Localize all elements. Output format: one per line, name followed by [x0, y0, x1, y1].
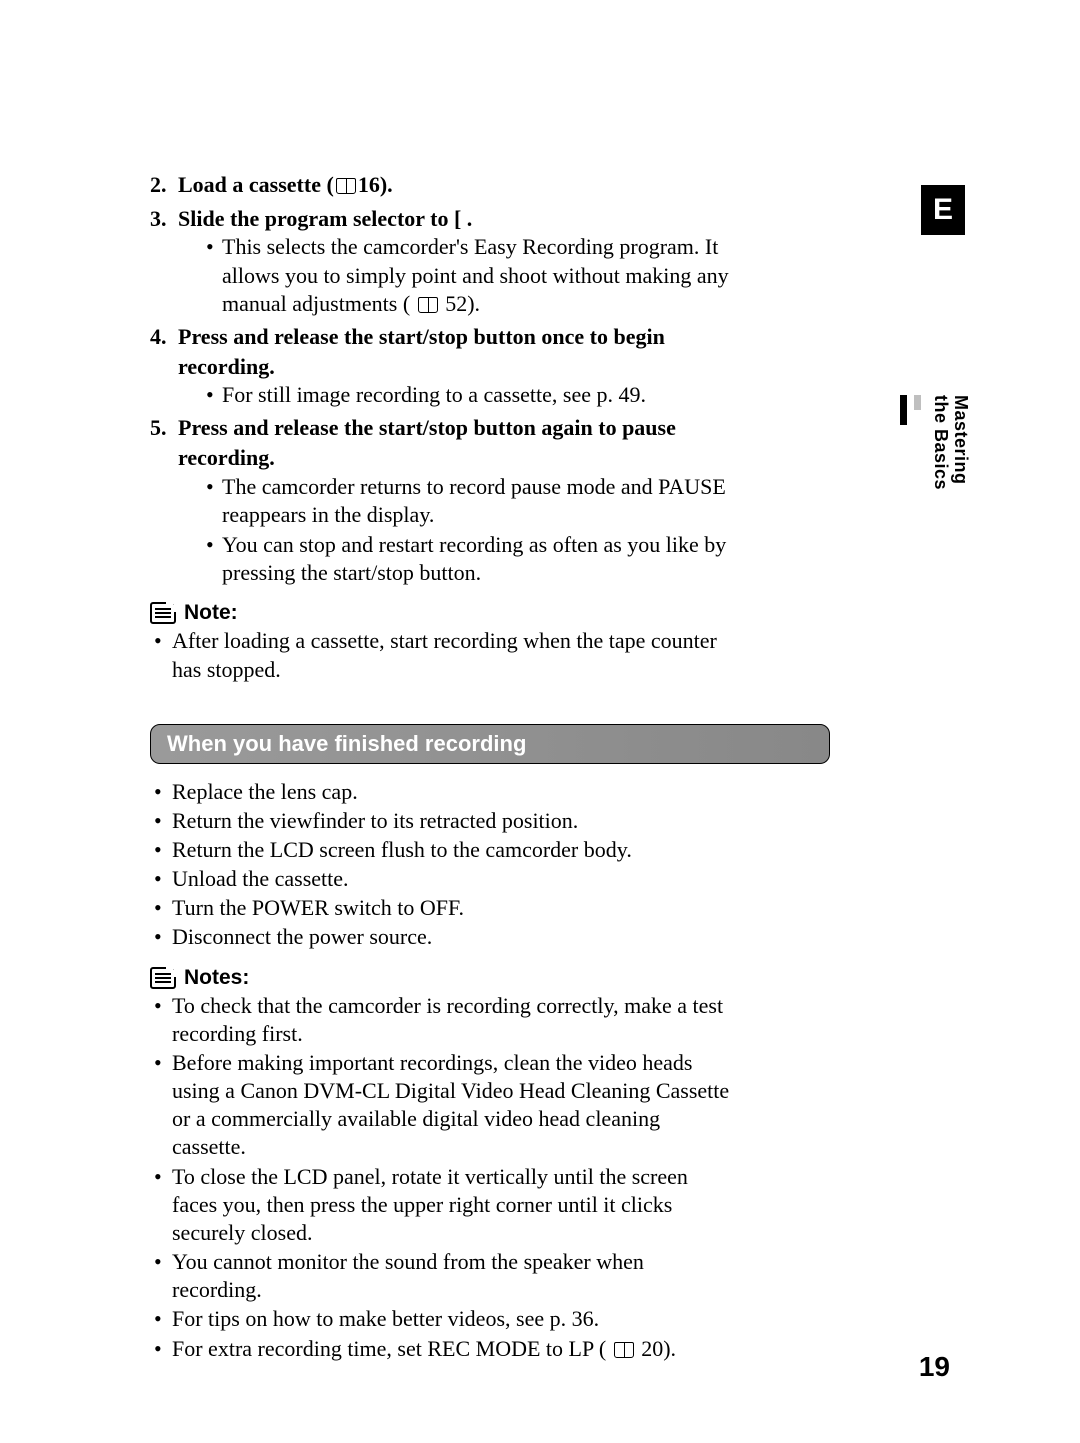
book-icon [418, 297, 438, 313]
side-label-line1: Mastering [951, 395, 971, 485]
note-icon [150, 967, 176, 989]
section-header: When you have finished recording [150, 724, 830, 764]
section-title: When you have finished recording [167, 731, 526, 756]
note-list: After loading a cassette, start recordin… [150, 627, 730, 683]
step-3: 3. Slide the program selector to [ . Thi… [150, 204, 730, 318]
page-number: 19 [919, 1351, 950, 1383]
step-title: Press and release the start/stop button … [178, 413, 730, 472]
side-section-label: Mastering the Basics [900, 395, 970, 490]
side-label-line2: the Basics [931, 395, 951, 490]
note-heading: Note: [150, 601, 730, 625]
notes-label: Notes: [184, 966, 249, 990]
list-item: Replace the lens cap. [150, 778, 730, 806]
list-item: Return the LCD screen flush to the camco… [150, 836, 730, 864]
step-title: Load a cassette ( 16). [178, 170, 730, 200]
step-sub-list: This selects the camcorder's Easy Record… [150, 233, 730, 317]
step-5: 5. Press and release the start/stop butt… [150, 413, 730, 587]
step-title: Press and release the start/stop button … [178, 322, 730, 381]
book-icon [614, 1342, 634, 1358]
notes-item: For tips on how to make better videos, s… [150, 1305, 730, 1333]
step-title: Slide the program selector to [ . [178, 204, 730, 234]
step-sub-item: For still image recording to a cassette,… [206, 381, 730, 409]
step-title-post: ). [380, 172, 393, 197]
notes-item-text: For extra recording time, set REC MODE t… [172, 1336, 676, 1361]
list-item: Turn the POWER switch to OFF. [150, 894, 730, 922]
step-sub-text: This selects the camcorder's Easy Record… [222, 234, 729, 315]
step-sub-item: This selects the camcorder's Easy Record… [206, 233, 730, 317]
step-sub-item: You can stop and restart recording as of… [206, 531, 730, 587]
step-number: 5. [150, 413, 178, 472]
step-2: 2. Load a cassette ( 16). [150, 170, 730, 200]
step-sub-item: The camcorder returns to record pause mo… [206, 473, 730, 529]
book-icon [336, 178, 356, 194]
notes-item: You cannot monitor the sound from the sp… [150, 1248, 730, 1304]
list-item: Unload the cassette. [150, 865, 730, 893]
list-item: Return the viewfinder to its retracted p… [150, 807, 730, 835]
notes-item: To check that the camcorder is recording… [150, 992, 730, 1048]
notes-list: To check that the camcorder is recording… [150, 992, 730, 1363]
step-4: 4. Press and release the start/stop butt… [150, 322, 730, 410]
step-title-pre: Load a cassette ( [178, 172, 334, 197]
step-title-ref: 16 [358, 172, 380, 197]
page-content: 2. Load a cassette ( 16). 3. Slide the pr… [0, 0, 850, 1363]
notes-item: To close the LCD panel, rotate it vertic… [150, 1163, 730, 1247]
note-icon [150, 602, 176, 624]
step-sub-list: For still image recording to a cassette,… [150, 381, 730, 409]
list-item: Disconnect the power source. [150, 923, 730, 951]
notes-item: Before making important recordings, clea… [150, 1049, 730, 1162]
step-number: 3. [150, 204, 178, 234]
language-tab: E [921, 185, 965, 235]
note-item: After loading a cassette, start recordin… [150, 627, 730, 683]
step-number: 2. [150, 170, 178, 200]
finish-list: Replace the lens cap. Return the viewfin… [150, 778, 730, 952]
notes-item: For extra recording time, set REC MODE t… [150, 1335, 730, 1363]
note-label: Note: [184, 601, 238, 625]
step-sub-list: The camcorder returns to record pause mo… [150, 473, 730, 588]
step-number: 4. [150, 322, 178, 381]
notes-heading: Notes: [150, 966, 730, 990]
